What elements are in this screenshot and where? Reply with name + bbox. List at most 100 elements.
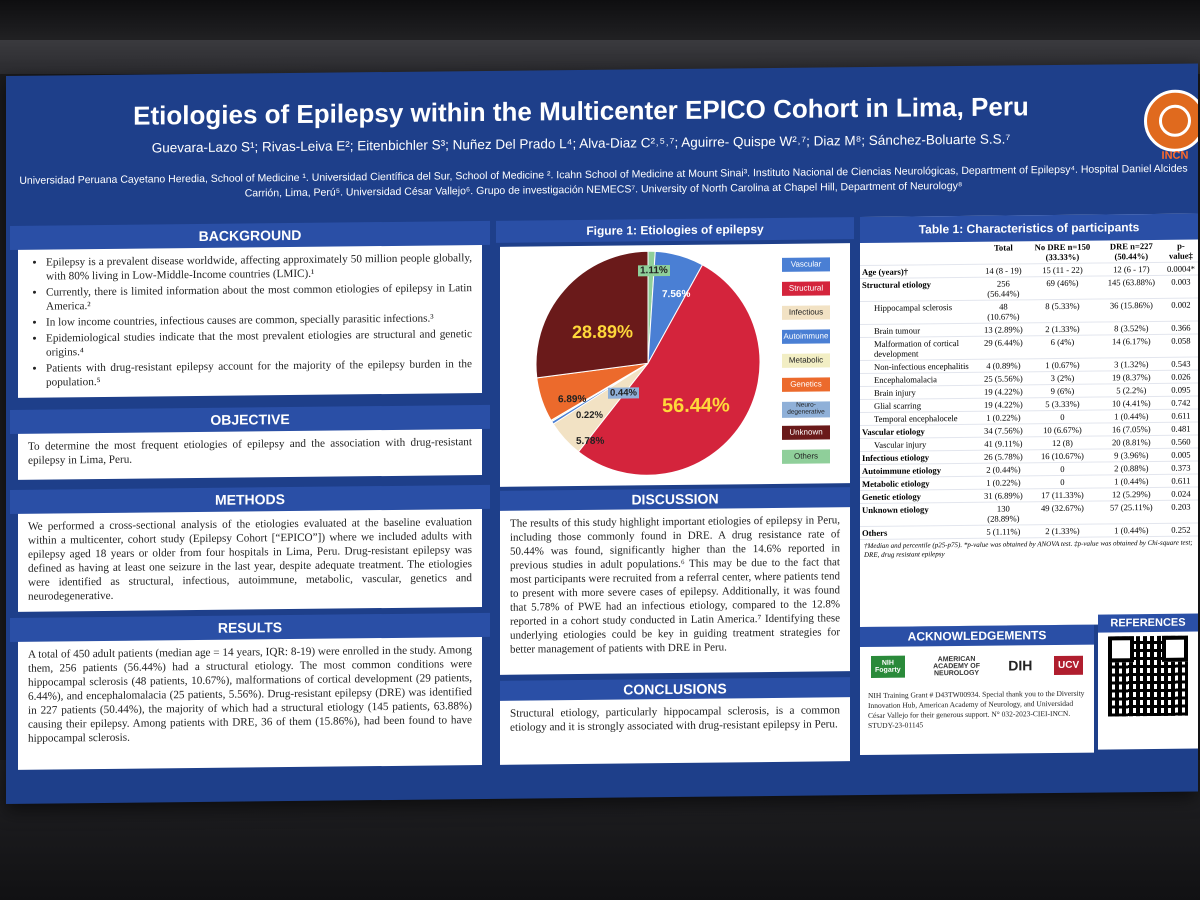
table-col-header: DRE n=227 (50.44%) <box>1098 239 1164 264</box>
table-cell: 25 (5.56%) <box>980 371 1027 386</box>
pie-label-infectious: 5.78% <box>576 435 605 448</box>
ucv-logo: UCV <box>1054 655 1084 675</box>
table-title: Table 1: Characteristics of participants <box>860 213 1198 244</box>
table-row-label: Encephalomalacia <box>860 372 981 387</box>
pie-label-others: 1.11% <box>638 265 670 277</box>
table-col-header: p-value‡ <box>1163 239 1198 263</box>
table-cell: 145 (63.88%) <box>1098 275 1164 300</box>
table-cell: 1 (0.44%) <box>1098 409 1164 424</box>
table-cell: 0.005 <box>1163 448 1198 462</box>
table-cell: 1 (0.44%) <box>1098 474 1164 489</box>
references-panel: REFERENCES <box>1098 613 1198 750</box>
table-cell: 0 <box>1026 410 1099 424</box>
table-row-label: Non-infectious encephalitis <box>860 359 981 374</box>
incn-logo <box>1144 89 1198 153</box>
characteristics-table: Total No DRE n=150 (33.33%) DRE n=227 (5… <box>860 239 1198 541</box>
table-cell: 69 (46%) <box>1026 276 1099 300</box>
table-row-label: Infectious etiology <box>860 450 981 465</box>
pie-slice-structural <box>577 264 761 476</box>
table-col-header: No DRE n=150 (33.33%) <box>1026 240 1099 264</box>
pie-label-unknown: 28.89% <box>572 321 634 343</box>
authors: Guevara-Lazo S¹; Rivas-Leiva E²; Eitenbi… <box>151 131 1011 156</box>
poster: Etiologies of Epilepsy within the Multic… <box>6 63 1198 804</box>
aan-logo: AMERICAN ACADEMY OF NEUROLOGY <box>933 655 980 677</box>
table-row-label: Others <box>860 525 981 540</box>
legend-item: Unknown <box>782 425 830 440</box>
table-cell: 2 (0.44%) <box>980 462 1027 477</box>
table-cell: 10 (4.41%) <box>1098 396 1164 411</box>
background-item: Epilepsy is a prevalent disease worldwid… <box>46 251 472 283</box>
pie-label-structural: 56.44% <box>662 394 730 418</box>
background-item: Patients with drug-resistant epilepsy ac… <box>46 357 472 389</box>
table-panel: Table 1: Characteristics of participants… <box>860 213 1198 628</box>
table-cell: 3 (2%) <box>1026 371 1099 385</box>
left-column: BACKGROUND Epilepsy is a prevalent disea… <box>10 220 490 786</box>
table-cell: 16 (10.67%) <box>1026 449 1099 463</box>
table-cell: 1 (0.22%) <box>980 475 1027 490</box>
background-box: Epilepsy is a prevalent disease worldwid… <box>18 245 482 398</box>
table-cell: 19 (8.37%) <box>1098 370 1164 385</box>
methods-text: We performed a cross-sectional analysis … <box>18 509 482 612</box>
pie-label-metabolic: 0.22% <box>576 409 603 422</box>
table-cell: 14 (8 - 19) <box>980 263 1027 278</box>
table-cell: 1 (0.44%) <box>1098 523 1164 538</box>
table-cell: 130 (28.89%) <box>980 501 1027 526</box>
background-item: Epidemiological studies indicate that th… <box>46 327 472 359</box>
table-cell: 48 (10.67%) <box>980 299 1027 324</box>
conclusions-text: Structural etiology, particularly hippoc… <box>500 697 850 765</box>
qr-code[interactable] <box>1108 635 1188 717</box>
legend-item: Autoimmune <box>782 329 830 344</box>
objective-text: To determine the most frequent etiologie… <box>18 429 482 480</box>
table-cell: 4 (0.89%) <box>980 358 1027 373</box>
acknowledgements-header: ACKNOWLEDGEMENTS <box>860 624 1094 648</box>
legend-item: Metabolic <box>782 353 830 368</box>
table-cell: 8 (3.52%) <box>1098 321 1164 336</box>
table-cell: 14 (6.17%) <box>1098 334 1164 359</box>
dih-logo: DIH <box>1008 657 1033 674</box>
table-cell: 0.058 <box>1163 334 1198 358</box>
background-item: Currently, there is limited information … <box>46 281 472 313</box>
table-cell: 0.252 <box>1163 523 1198 537</box>
table-cell: 15 (11 - 22) <box>1026 263 1099 277</box>
table-cell: 20 (8.81%) <box>1098 435 1164 450</box>
references-header: REFERENCES <box>1098 613 1198 633</box>
table-cell: 6 (4%) <box>1026 335 1099 359</box>
table-row-label: Hippocampal sclerosis <box>860 300 981 325</box>
table-cell: 1 (0.22%) <box>980 410 1027 425</box>
table-cell: 19 (4.22%) <box>980 397 1027 412</box>
table-cell: 49 (32.67%) <box>1026 501 1099 525</box>
table-cell: 8 (5.33%) <box>1026 299 1099 323</box>
table-cell: 29 (6.44%) <box>980 335 1027 360</box>
table-row-label: Vascular etiology <box>860 424 981 439</box>
affiliations: Universidad Peruana Cayetano Heredia, Sc… <box>19 162 1188 200</box>
table-cell: 0.742 <box>1163 396 1198 410</box>
table-cell: 19 (4.22%) <box>980 384 1027 399</box>
table-row-label: Autoimmune etiology <box>860 463 981 478</box>
pie-label-autoimmune: 0.44% <box>608 387 639 399</box>
table-cell: 5 (1.11%) <box>980 524 1027 539</box>
table-cell: 17 (11.33%) <box>1026 488 1099 502</box>
legend-item: Neuro-degenerative <box>782 401 830 418</box>
table-cell: 9 (3.96%) <box>1098 448 1164 463</box>
logo-text: INCN <box>1161 149 1189 162</box>
table-row-label: Metabolic etiology <box>860 476 981 491</box>
table-cell: 3 (1.32%) <box>1098 357 1164 372</box>
table-cell: 0.611 <box>1163 474 1198 488</box>
legend-item: Infectious <box>782 305 830 320</box>
table-cell: 31 (6.89%) <box>980 488 1027 503</box>
table-cell: 2 (1.33%) <box>1026 524 1099 538</box>
table-row-label: Genetic etiology <box>860 489 981 504</box>
table-cell: 12 (6 - 17) <box>1098 262 1164 277</box>
table-cell: 10 (6.67%) <box>1026 423 1099 437</box>
table-cell: 16 (7.05%) <box>1098 422 1164 437</box>
acknowledgements-panel: ACKNOWLEDGEMENTS NIH Fogarty AMERICAN AC… <box>860 624 1094 756</box>
table-row-label: Structural etiology <box>860 277 981 302</box>
table-cell: 57 (25.11%) <box>1098 500 1164 525</box>
table-cell: 13 (2.89%) <box>980 322 1027 337</box>
pie-label-vascular: 7.56% <box>662 288 691 301</box>
table-footnote: †Median and percentile (p25-p75). *p-val… <box>864 538 1193 560</box>
results-text: A total of 450 adult patients (median ag… <box>18 637 482 770</box>
table-cell: 0.611 <box>1163 409 1198 423</box>
nih-logo: NIH Fogarty <box>870 655 905 678</box>
table-cell: 0.481 <box>1163 422 1198 436</box>
